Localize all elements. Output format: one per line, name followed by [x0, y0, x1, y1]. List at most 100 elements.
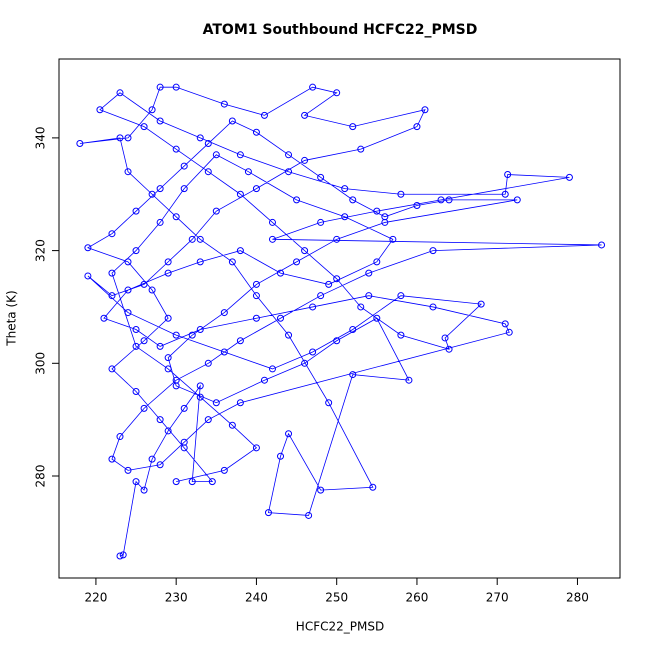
data-point — [317, 218, 325, 226]
data-point — [373, 207, 381, 215]
data-point — [132, 207, 140, 215]
data-point — [252, 185, 260, 193]
data-point — [140, 280, 148, 288]
data-point — [119, 551, 127, 559]
data-point — [172, 478, 180, 486]
data-point — [389, 235, 397, 243]
data-point — [357, 145, 365, 153]
data-point — [96, 106, 104, 114]
data-point — [196, 325, 204, 333]
data-point — [116, 89, 124, 97]
data-point — [285, 331, 293, 339]
data-point — [148, 455, 156, 463]
data-point — [124, 466, 132, 474]
data-point — [317, 173, 325, 181]
data-point — [325, 399, 333, 407]
data-point — [413, 202, 421, 210]
data-point — [156, 117, 164, 125]
data-point — [100, 314, 108, 322]
data-point — [196, 258, 204, 266]
data-point — [285, 168, 293, 176]
data-point — [220, 348, 228, 356]
data-point — [124, 134, 132, 142]
data-point — [76, 140, 84, 148]
data-point — [301, 156, 309, 164]
data-point — [140, 404, 148, 412]
data-point — [341, 185, 349, 193]
data-point — [236, 337, 244, 345]
data-point — [309, 83, 317, 91]
data-point — [164, 269, 172, 277]
data-point — [277, 452, 285, 460]
data-point — [268, 218, 276, 226]
data-point — [180, 438, 188, 446]
data-point — [357, 303, 365, 311]
data-point — [188, 478, 196, 486]
data-point — [333, 275, 341, 283]
data-point — [505, 328, 513, 336]
data-point — [228, 117, 236, 125]
data-point — [212, 207, 220, 215]
data-point — [124, 258, 132, 266]
data-point — [108, 455, 116, 463]
data-point — [204, 168, 212, 176]
data-point — [164, 354, 172, 362]
data-point — [405, 376, 413, 384]
data-point — [252, 128, 260, 136]
data-point — [180, 162, 188, 170]
data-point — [349, 325, 357, 333]
data-point — [264, 509, 272, 517]
data-point — [172, 83, 180, 91]
data-point — [156, 342, 164, 350]
y-axis-label: Theta (K) — [5, 290, 19, 346]
data-point — [204, 359, 212, 367]
data-point — [277, 314, 285, 322]
data-point — [236, 151, 244, 159]
data-point — [301, 247, 309, 255]
x-tick-label: 220 — [84, 591, 107, 605]
data-point — [369, 483, 377, 491]
data-point — [220, 309, 228, 317]
data-point — [140, 337, 148, 345]
data-point — [477, 300, 485, 308]
data-point — [429, 247, 437, 255]
data-point — [277, 269, 285, 277]
data-point — [305, 511, 313, 519]
data-point — [164, 365, 172, 373]
data-point — [236, 247, 244, 255]
data-point — [156, 416, 164, 424]
data-point — [108, 292, 116, 300]
data-point — [252, 314, 260, 322]
data-point — [124, 309, 132, 317]
data-point — [429, 303, 437, 311]
data-point — [236, 399, 244, 407]
data-point — [228, 421, 236, 429]
data-point — [293, 196, 301, 204]
data-point — [365, 269, 373, 277]
data-point — [501, 190, 509, 198]
x-tick-label: 270 — [486, 591, 509, 605]
data-point — [285, 430, 293, 438]
x-tick-label: 260 — [405, 591, 428, 605]
data-point — [268, 235, 276, 243]
data-point — [309, 303, 317, 311]
data-point — [421, 106, 429, 114]
data-point — [156, 218, 164, 226]
y-tick-label: 280 — [34, 465, 48, 488]
data-point — [132, 247, 140, 255]
data-point — [172, 376, 180, 384]
data-point — [204, 140, 212, 148]
data-point — [397, 190, 405, 198]
data-point — [228, 258, 236, 266]
x-tick-label: 230 — [165, 591, 188, 605]
data-point — [84, 272, 92, 280]
data-point — [349, 371, 357, 379]
data-point — [156, 83, 164, 91]
x-axis-label: HCFC22_PMSD — [296, 620, 384, 634]
y-tick-label: 340 — [34, 126, 48, 149]
data-point — [365, 292, 373, 300]
data-point — [164, 427, 172, 435]
data-point — [333, 89, 341, 97]
data-point — [244, 168, 252, 176]
